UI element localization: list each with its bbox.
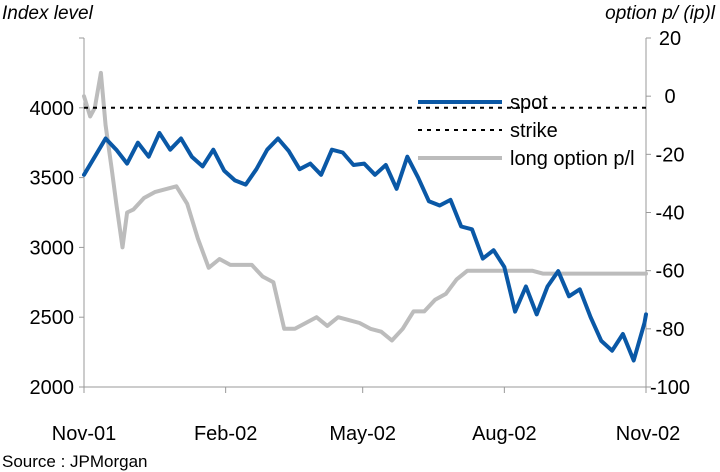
y-right-axis-title: option p/ (ip)l <box>605 3 715 24</box>
series-long-option-p-l-line <box>82 70 648 343</box>
y-right-tick-label: 20 <box>659 28 681 50</box>
y-left-axis-title: Index level <box>2 3 93 24</box>
y-left-tick-label: 2000 <box>30 377 75 399</box>
x-tick-label: May-02 <box>329 423 396 445</box>
x-tick-label: Aug-02 <box>472 423 537 445</box>
legend-label: spot <box>510 92 548 114</box>
y-right-tick-label: -20 <box>656 144 685 166</box>
y-left-tick-label: 4000 <box>30 98 75 120</box>
y-right-tick-label: 0 <box>664 86 675 108</box>
y-right-tick-label: -100 <box>650 377 690 399</box>
y-left-tick-label: 3500 <box>30 168 75 190</box>
source-note: Source : JPMorgan <box>2 452 148 471</box>
y-right-tick-label: -80 <box>656 319 685 341</box>
y-left-tick-label: 2500 <box>30 307 75 329</box>
x-tick-label: Nov-02 <box>616 423 680 445</box>
series-spot-line <box>82 130 648 363</box>
y-right-tick-label: -40 <box>656 203 685 225</box>
y-left-tick-label: 3000 <box>30 237 75 259</box>
x-tick-label: Nov-01 <box>52 423 116 445</box>
legend-label: long option p/l <box>510 148 635 170</box>
x-tick-label: Feb-02 <box>194 423 257 445</box>
legend-label: strike <box>510 120 558 142</box>
y-right-tick-label: -60 <box>656 261 685 283</box>
